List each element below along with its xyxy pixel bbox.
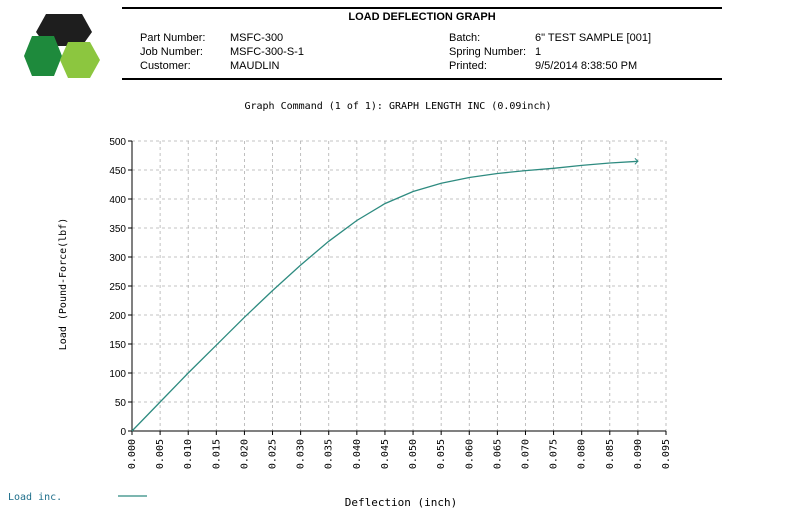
header-top-rule bbox=[122, 7, 722, 9]
part-number-label: Part Number: bbox=[140, 32, 206, 44]
y-tick-label: 150 bbox=[109, 340, 126, 351]
series-end-marker bbox=[634, 157, 639, 165]
x-tick-label: 0.005 bbox=[155, 439, 166, 469]
x-tick-label: 0.075 bbox=[549, 439, 560, 469]
legend-label: Load inc. bbox=[8, 492, 62, 503]
job-number-label: Job Number: bbox=[140, 46, 203, 58]
report-title: LOAD DEFLECTION GRAPH bbox=[348, 11, 496, 23]
customer-label: Customer: bbox=[140, 60, 191, 72]
spring-number-label: Spring Number: bbox=[449, 46, 527, 58]
x-tick-label: 0.060 bbox=[464, 439, 475, 469]
spring-number-value: 1 bbox=[535, 46, 542, 58]
x-tick-label: 0.035 bbox=[324, 439, 335, 469]
x-tick-label: 0.080 bbox=[577, 439, 588, 469]
y-tick-label: 0 bbox=[120, 427, 126, 438]
x-axis-label: Deflection (inch) bbox=[345, 496, 458, 509]
logo-green-hexagon bbox=[24, 36, 62, 76]
x-tick-label: 0.025 bbox=[268, 439, 279, 469]
x-tick-label: 0.095 bbox=[661, 439, 672, 469]
header-bottom-rule bbox=[122, 78, 722, 80]
y-tick-label: 200 bbox=[109, 311, 126, 322]
y-tick-label: 100 bbox=[109, 369, 126, 380]
x-tick-label: 0.000 bbox=[127, 439, 138, 469]
printed-value: 9/5/2014 8:38:50 PM bbox=[535, 60, 638, 72]
batch-value: 6" TEST SAMPLE [001] bbox=[535, 32, 651, 44]
chart-title: Graph Command (1 of 1): GRAPH LENGTH INC… bbox=[244, 101, 552, 112]
x-tick-label: 0.010 bbox=[183, 439, 194, 469]
y-tick-label: 450 bbox=[109, 166, 126, 177]
x-tick-label: 0.020 bbox=[239, 439, 250, 469]
x-tick-label: 0.045 bbox=[380, 439, 391, 469]
x-tick-label: 0.065 bbox=[492, 439, 503, 469]
x-tick-label: 0.030 bbox=[296, 439, 307, 469]
x-tick-label: 0.040 bbox=[352, 439, 363, 469]
y-tick-label: 400 bbox=[109, 195, 126, 206]
customer-value: MAUDLIN bbox=[230, 60, 280, 72]
x-tick-label: 0.070 bbox=[520, 439, 531, 469]
part-number-value: MSFC-300 bbox=[230, 32, 284, 44]
x-tick-label: 0.015 bbox=[211, 439, 222, 469]
job-number-value: MSFC-300-S-1 bbox=[230, 46, 304, 58]
logo-lime-hexagon bbox=[60, 42, 100, 78]
x-tick-label: 0.050 bbox=[408, 439, 419, 469]
y-tick-label: 350 bbox=[109, 224, 126, 235]
x-tick-label: 0.085 bbox=[605, 439, 616, 469]
y-tick-label: 500 bbox=[109, 137, 126, 148]
y-axis-label: Load (Pound-Force(lbf) bbox=[58, 218, 69, 350]
company-logo bbox=[24, 14, 100, 78]
y-tick-label: 250 bbox=[109, 282, 126, 293]
batch-label: Batch: bbox=[449, 32, 481, 44]
series-line bbox=[131, 160, 638, 432]
printed-label: Printed: bbox=[449, 60, 487, 72]
x-tick-label: 0.090 bbox=[633, 439, 644, 469]
x-tick-label: 0.055 bbox=[436, 439, 447, 469]
y-tick-label: 300 bbox=[109, 253, 126, 264]
y-tick-label: 50 bbox=[115, 398, 127, 409]
